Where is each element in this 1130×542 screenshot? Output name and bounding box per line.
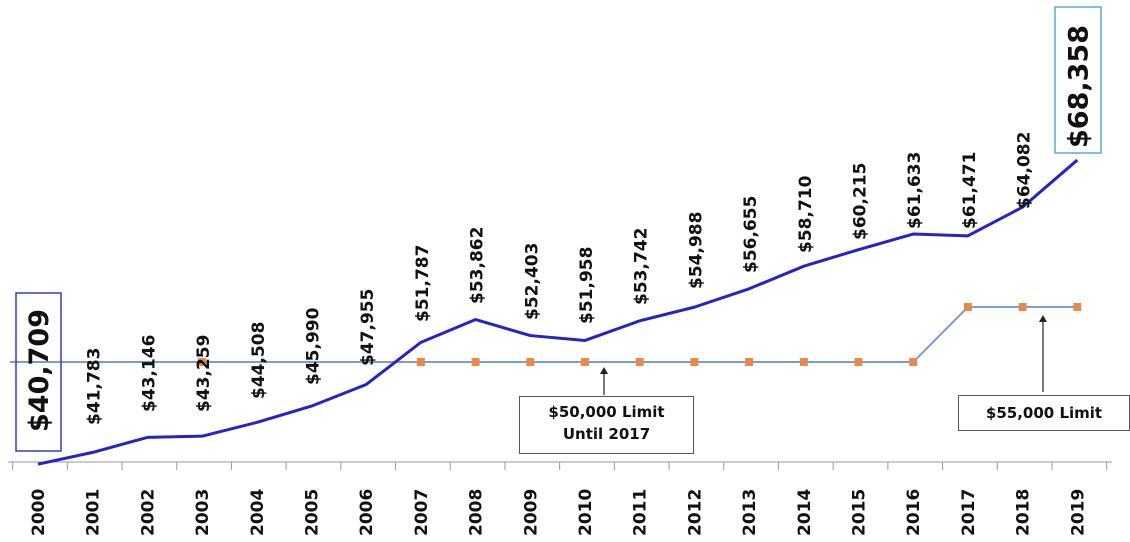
- data-label: $52,403: [522, 243, 542, 320]
- annotation-line: Until 2017: [562, 425, 651, 443]
- x-tick-label: 2010: [576, 489, 596, 536]
- annotation-arrow-50k-head: [600, 367, 608, 374]
- x-tick-label: 2013: [740, 489, 760, 536]
- data-label: $56,655: [741, 196, 761, 273]
- x-tick-label: 2018: [1014, 489, 1034, 536]
- limit-point: [1073, 303, 1082, 311]
- x-tick-label: 2012: [685, 489, 705, 536]
- limit-point: [799, 358, 808, 366]
- limit-point: [690, 358, 699, 366]
- data-label: $43,146: [139, 335, 159, 412]
- x-tick-label: 2011: [631, 489, 651, 536]
- x-tick-label: 2004: [248, 489, 268, 536]
- x-tick-label: 2015: [850, 489, 870, 536]
- x-tick-label: 2017: [959, 489, 979, 536]
- limit-point: [416, 358, 425, 366]
- data-label: $51,958: [577, 247, 597, 324]
- x-tick-label: 2006: [357, 489, 377, 536]
- limit-point: [963, 303, 972, 311]
- x-tick-label: 2002: [138, 489, 158, 536]
- limit-point: [635, 358, 644, 366]
- data-label: $40,709: [24, 309, 55, 432]
- limit-point: [581, 358, 589, 366]
- data-label: $54,988: [686, 212, 706, 289]
- value-labels: $40,709 $41,783 $43,146 $43,259 $44,508 $45,9…: [15, 6, 1102, 452]
- x-tick-label: 2016: [904, 489, 924, 536]
- x-tick-label: 2008: [467, 489, 487, 536]
- x-tick-label: 2019: [1068, 489, 1088, 536]
- limit-50000-annotation: $50,000 Limit Until 2017: [519, 396, 694, 454]
- data-label: $47,955: [358, 289, 378, 366]
- data-label: $53,742: [632, 228, 652, 305]
- x-tick-label: 2014: [795, 489, 815, 536]
- first-value-box: [15, 292, 62, 452]
- data-label: $60,215: [851, 163, 871, 240]
- income-line: [37, 158, 1079, 466]
- data-label: $61,633: [905, 152, 925, 229]
- x-tick-label: 2007: [412, 489, 432, 536]
- limit-point: [198, 358, 207, 366]
- data-label: $53,862: [468, 227, 488, 304]
- x-tick-label: 2000: [29, 489, 49, 536]
- x-tick-label: 2003: [193, 489, 213, 536]
- limit-point: [909, 358, 918, 366]
- x-tick-label: 2005: [303, 489, 323, 536]
- limit-point: [1018, 303, 1027, 311]
- limit-point: [745, 358, 754, 366]
- limit-series: [10, 303, 1082, 366]
- income-series: [37, 158, 1079, 466]
- data-label: $45,990: [304, 307, 324, 385]
- annotation-line: $55,000 Limit: [985, 404, 1103, 422]
- data-label: $43,259: [194, 335, 214, 412]
- data-label: $58,710: [796, 175, 816, 253]
- limit-point: [526, 358, 535, 366]
- last-value-box: [1054, 6, 1102, 154]
- data-label: $68,358: [1063, 25, 1094, 148]
- annotation-arrows: [600, 315, 1047, 395]
- data-label: $64,082: [1015, 132, 1035, 209]
- x-tick-label: 2009: [521, 489, 541, 536]
- data-label: $51,787: [413, 245, 433, 322]
- data-label: $61,471: [960, 152, 980, 229]
- data-label: $44,508: [249, 322, 269, 399]
- limit-point: [854, 358, 863, 366]
- limit-line: [10, 306, 1078, 363]
- annotation-line: $50,000 Limit: [548, 403, 665, 421]
- limit-point: [471, 358, 480, 366]
- data-label: $41,783: [85, 348, 105, 425]
- annotation-arrow-55k-head: [1039, 315, 1047, 322]
- limit-55000-annotation: $55,000 Limit: [958, 395, 1130, 431]
- x-axis: 2000 2001 2002 2003 2004 2005 2006 2007 2008 2009…: [8, 461, 1112, 536]
- x-tick-label: 2001: [84, 489, 104, 536]
